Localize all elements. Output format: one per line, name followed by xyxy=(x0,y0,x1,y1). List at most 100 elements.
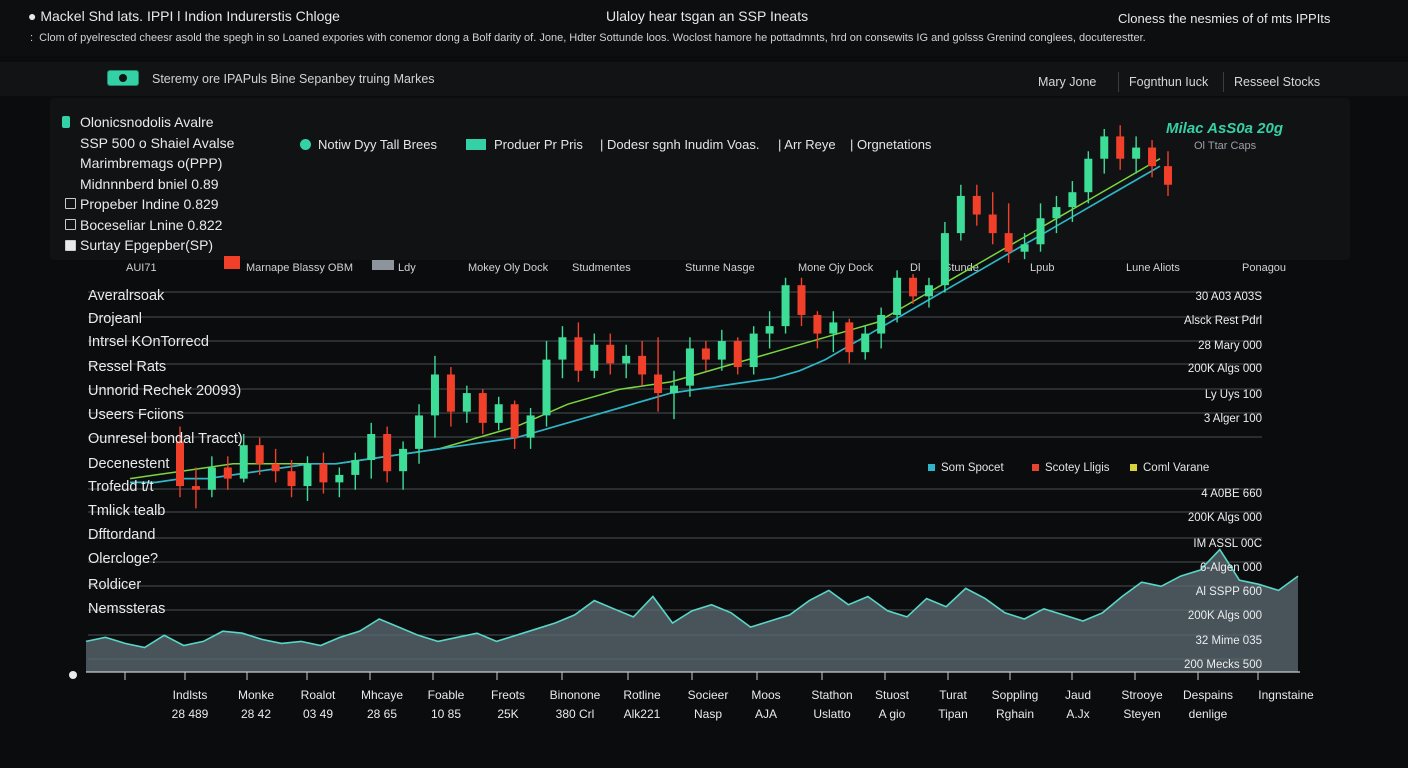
info-line-5: Boceseliar Lnine 0.822 xyxy=(80,217,223,233)
mid-legend-swatch-1 xyxy=(928,464,935,471)
row-tag-grey-icon xyxy=(372,260,394,270)
candle-body-37 xyxy=(749,333,758,368)
candle-body-22 xyxy=(510,404,519,438)
candle-body-52 xyxy=(988,214,997,234)
toolbar xyxy=(0,62,1408,96)
row-label-11: Dfftordand xyxy=(88,527,156,543)
row-tag-2: Marnape Blassy OBM xyxy=(246,262,353,274)
right-axis-label-14: 200 Mecks 500 xyxy=(1184,659,1262,671)
checkbox-2[interactable] xyxy=(65,219,76,230)
candle-body-36 xyxy=(733,341,742,368)
info-line-1: SSP 500 o Shaiel Avalse xyxy=(80,135,235,151)
candle-body-60 xyxy=(1116,136,1125,159)
header-left-title: ● Mackel Shd lats. IPPI l Indion Indurer… xyxy=(28,8,340,24)
right-axis-label-1: 30 A03 A03S xyxy=(1195,291,1262,303)
watermark-title: Milac AsS0a 20g xyxy=(1166,120,1284,137)
x-tick-label-7: Binonone 380 Crl xyxy=(549,688,601,721)
nav-item-1[interactable]: Mary Jone xyxy=(1038,75,1097,89)
candle-body-8 xyxy=(287,471,296,487)
candle-body-34 xyxy=(701,348,710,360)
x-tick-label-18: Ingnstaine xyxy=(1258,688,1314,702)
candle-body-9 xyxy=(303,463,312,487)
candle-body-1 xyxy=(176,441,184,487)
x-tick-label-11: Stathon Uslatto xyxy=(811,688,853,721)
checkbox-3[interactable] xyxy=(65,240,76,251)
candle-body-20 xyxy=(478,393,487,423)
row-label-14: Nemssteras xyxy=(88,601,166,617)
candle-body-23 xyxy=(526,415,535,438)
candle-body-58 xyxy=(1084,158,1093,193)
row-tag-7: Mone Ojy Dock xyxy=(798,262,874,274)
row-tag-9: Stunde xyxy=(944,262,979,274)
row-tag-6: Stunne Nasge xyxy=(685,262,755,274)
x-tick-label-9: Socieer Nasp xyxy=(687,688,729,721)
candle-body-44 xyxy=(861,333,870,353)
candle-body-12 xyxy=(351,460,360,475)
row-label-9: Trofedd t/t xyxy=(88,479,154,495)
header-center-title: Ulaloy hear tsgan an SSP Ineats xyxy=(606,8,809,24)
legend-item-5[interactable]: | Orgnetations xyxy=(850,137,932,152)
nav-item-3[interactable]: Resseel Stocks xyxy=(1234,75,1321,89)
candle-body-59 xyxy=(1100,136,1109,159)
ma-slow-line xyxy=(130,165,1161,484)
legend-swatch-icon xyxy=(466,139,486,150)
candle-body-56 xyxy=(1052,207,1061,219)
right-axis-label-10: 6-Algen 000 xyxy=(1199,562,1262,574)
candle-body-54 xyxy=(1020,244,1029,252)
candle-body-57 xyxy=(1068,192,1077,208)
info-line-4: Propeber Indine 0.829 xyxy=(80,196,219,212)
mid-legend-item-3: Coml Varane xyxy=(1143,462,1210,474)
row-tag-10: Lpub xyxy=(1030,262,1055,274)
candle-body-17 xyxy=(430,374,439,416)
row-label-6: Useers Fciions xyxy=(88,407,184,423)
candle-body-35 xyxy=(717,341,726,360)
candle-body-16 xyxy=(415,415,424,449)
header-bar xyxy=(0,0,1408,56)
candle-body-62 xyxy=(1148,147,1157,167)
candle-body-43 xyxy=(845,322,854,353)
row-tag-11: Lune Aliots xyxy=(1126,262,1180,274)
candle-body-26 xyxy=(574,337,583,371)
info-panel xyxy=(50,98,1350,260)
candle-body-51 xyxy=(972,195,981,215)
candle-body-49 xyxy=(940,233,949,286)
volume-line xyxy=(85,548,1299,649)
candle-body-38 xyxy=(765,326,774,334)
legend-item-1[interactable]: Notiw Dyy Tall Brees xyxy=(318,137,437,152)
candle-body-25 xyxy=(558,337,567,360)
candle-body-63 xyxy=(1164,166,1172,185)
legend-item-2[interactable]: Produer Pr Pris xyxy=(494,137,583,152)
info-line-2: Marimbremags o(PPP) xyxy=(80,155,223,171)
x-tick-label-4: Mhcaye 28 65 xyxy=(360,688,404,721)
toolbar-toggle-icon[interactable] xyxy=(107,70,139,86)
x-tick-label-12: Stuost A gio xyxy=(874,688,910,721)
candle-body-29 xyxy=(622,355,631,364)
right-axis-label-8: 200K Algs 000 xyxy=(1187,512,1262,524)
row-tag-1: AUI71 xyxy=(126,262,157,274)
legend-item-4[interactable]: | Arr Reye xyxy=(778,137,836,152)
row-label-1: Averalrsoak xyxy=(88,288,165,304)
toolbar-label: Steremy ore IPAPuls Bine Sepanbey truing… xyxy=(152,72,435,86)
candle-body-19 xyxy=(462,393,471,412)
checkbox-1[interactable] xyxy=(65,198,76,209)
row-label-2: Drojeanl xyxy=(88,311,142,327)
candle-body-3 xyxy=(207,467,216,490)
right-axis-label-13: 32 Mime 035 xyxy=(1195,635,1262,647)
row-label-10: Tmlick tealb xyxy=(88,503,166,519)
right-axis-label-12: 200K Algs 000 xyxy=(1187,610,1262,622)
axis-origin-dot xyxy=(69,671,77,679)
info-heading: Olonicsnodolis Avalre xyxy=(80,114,214,130)
mid-legend-item-1: Som Spocet xyxy=(941,462,1004,474)
nav-item-2[interactable]: Fognthun Iuck xyxy=(1129,75,1209,89)
candle-body-40 xyxy=(797,285,806,315)
ma-fast-line xyxy=(129,158,1161,480)
candle-body-45 xyxy=(877,314,886,334)
legend-item-3[interactable]: | Dodesr sgnh Inudim Voas. xyxy=(600,137,760,152)
candle-body-47 xyxy=(909,277,918,297)
x-tick-label-3: Roalot 03 49 xyxy=(300,688,336,721)
row-label-3: Intrsel KOnTorrecd xyxy=(88,334,209,350)
header-subtitle: : Clom of pyelrescted cheesr asold the s… xyxy=(30,32,1146,44)
right-axis-label-11: Al SSPP 600 xyxy=(1195,586,1262,598)
candle-body-18 xyxy=(446,374,455,412)
candle-body-53 xyxy=(1004,233,1013,252)
